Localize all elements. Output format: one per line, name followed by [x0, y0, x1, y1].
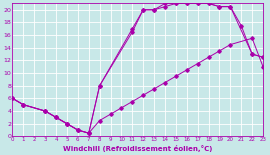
X-axis label: Windchill (Refroidissement éolien,°C): Windchill (Refroidissement éolien,°C): [63, 144, 212, 152]
